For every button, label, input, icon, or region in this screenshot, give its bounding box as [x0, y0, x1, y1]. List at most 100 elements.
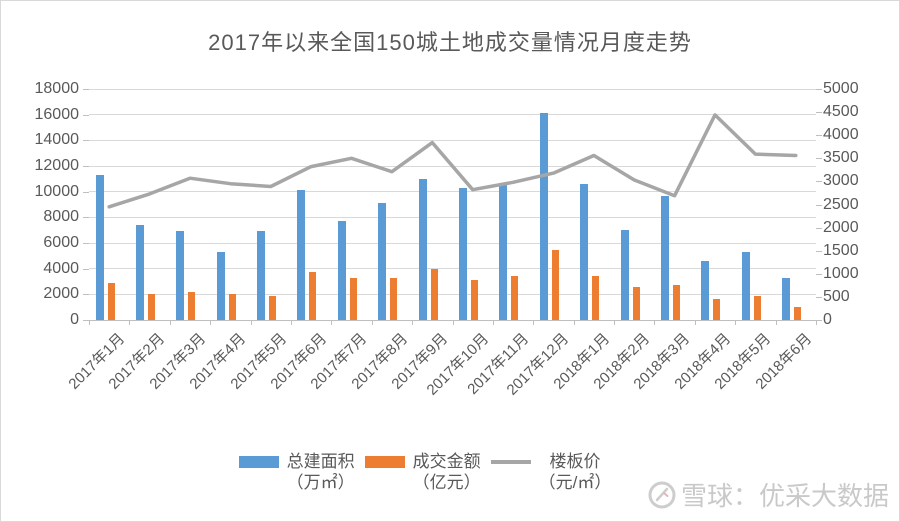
left-axis-tick — [83, 89, 89, 90]
right-axis-tick-label: 4000 — [823, 126, 859, 144]
bar-total-area — [135, 225, 144, 320]
bar-transaction-amount — [188, 291, 196, 320]
x-axis-tick — [290, 320, 292, 325]
left-axis-tick — [83, 320, 89, 321]
bar-total-area — [741, 251, 750, 320]
legend-series-unit: （亿元） — [412, 473, 481, 492]
x-axis-tick — [129, 320, 131, 325]
bar-total-area — [580, 183, 589, 320]
x-axis-tick — [775, 320, 777, 325]
x-axis-tick — [89, 320, 90, 325]
floor-price-line — [107, 113, 798, 209]
bar-transaction-amount — [794, 307, 802, 320]
h-gridline — [89, 242, 816, 244]
bar-transaction-amount — [672, 285, 680, 320]
bar-transaction-amount — [511, 275, 519, 320]
left-axis-tick — [83, 191, 89, 193]
right-axis-tick-label: 5000 — [823, 80, 859, 97]
h-gridline — [89, 88, 816, 90]
x-axis-tick — [492, 320, 494, 325]
legend-series-name: 总建面积 — [286, 452, 355, 471]
right-axis-tick-label: 1500 — [823, 241, 859, 259]
bar-transaction-amount — [147, 293, 155, 320]
right-axis-tick — [816, 320, 822, 321]
x-axis-tick — [412, 320, 414, 325]
x-axis-tick — [735, 320, 737, 325]
legend-label: 楼板价 （元/㎡） — [539, 451, 612, 493]
x-axis-tick — [250, 320, 252, 325]
right-axis-tick-label: 0 — [823, 311, 832, 328]
left-axis-tick — [83, 217, 89, 219]
bar-total-area — [539, 113, 548, 320]
left-axis-tick — [83, 114, 89, 116]
left-axis-tick-label: 0 — [70, 311, 79, 328]
right-axis-tick — [816, 158, 822, 160]
bar-transaction-amount — [632, 287, 640, 320]
blue-bar-swatch — [238, 456, 279, 468]
bar-transaction-amount — [592, 275, 600, 320]
bar-total-area — [378, 203, 387, 320]
left-axis-tick-label: 16000 — [34, 105, 80, 123]
bar-transaction-amount — [471, 279, 478, 320]
right-axis-tick — [816, 181, 822, 183]
legend-series-unit: （元/㎡） — [538, 473, 612, 492]
right-axis-tick-label: 3500 — [823, 149, 859, 167]
left-axis-tick-label: 2000 — [43, 285, 79, 303]
right-axis-tick-label: 500 — [823, 287, 850, 305]
bar-transaction-amount — [349, 277, 357, 320]
right-axis-tick-label: 1000 — [823, 264, 859, 282]
bar-total-area — [337, 221, 346, 320]
legend-series-name: 楼板价 — [549, 452, 601, 471]
legend-item-total-area: 总建面积 （万㎡） — [238, 451, 355, 493]
right-axis-tick-label: 2000 — [823, 218, 859, 236]
x-axis-tick — [169, 320, 171, 325]
left-axis-tick-label: 10000 — [34, 182, 80, 200]
watermark-text: 雪球：优采大数据 — [680, 481, 889, 511]
bar-transaction-amount — [551, 250, 559, 320]
left-axis-tick-label: 18000 — [34, 80, 80, 97]
h-gridline — [89, 268, 816, 270]
bar-transaction-amount — [269, 295, 277, 320]
bar-total-area — [782, 277, 791, 320]
legend-label: 成交金额 （亿元） — [413, 451, 481, 493]
xueqiu-logo-icon — [648, 481, 676, 508]
legend-item-floor-price: 楼板价 （元/㎡） — [490, 451, 612, 493]
legend: 总建面积 （万㎡） 成交金额 （亿元） 楼板价 （元/㎡） — [1, 451, 874, 493]
bar-total-area — [459, 187, 467, 320]
legend-label: 总建面积 （万㎡） — [287, 451, 355, 493]
bar-total-area — [95, 174, 104, 320]
h-gridline — [89, 293, 816, 295]
bar-total-area — [701, 260, 710, 320]
right-axis-tick — [816, 135, 822, 137]
x-axis-tick — [573, 320, 575, 325]
gray-line-swatch — [490, 460, 531, 464]
bar-transaction-amount — [107, 282, 115, 320]
x-axis-tick — [533, 320, 535, 325]
right-axis-tick — [816, 273, 822, 275]
bar-total-area — [216, 251, 225, 320]
bar-transaction-amount — [753, 295, 761, 320]
left-axis-tick — [83, 268, 89, 270]
right-axis-tick — [816, 227, 822, 229]
right-axis-tick-label: 2500 — [823, 195, 859, 213]
x-axis-tick — [816, 320, 817, 325]
h-gridline — [89, 114, 816, 116]
x-axis-tick — [694, 320, 696, 325]
bar-transaction-amount — [228, 293, 236, 320]
x-axis-tick — [654, 320, 656, 325]
right-axis-tick — [816, 204, 822, 206]
h-gridline — [89, 191, 816, 193]
bar-total-area — [297, 190, 306, 320]
bar-transaction-amount — [309, 271, 317, 320]
chart-title: 2017年以来全国150城土地成交量情况月度走势 — [208, 30, 692, 55]
left-axis-tick — [83, 294, 89, 296]
bar-transaction-amount — [713, 299, 721, 320]
left-axis-tick — [83, 243, 89, 244]
h-gridline — [89, 216, 816, 218]
left-axis-tick-label: 12000 — [34, 157, 80, 174]
bar-total-area — [660, 195, 669, 320]
bar-total-area — [176, 231, 185, 320]
x-axis-tick — [452, 320, 454, 325]
left-axis-tick-label: 6000 — [43, 234, 79, 251]
